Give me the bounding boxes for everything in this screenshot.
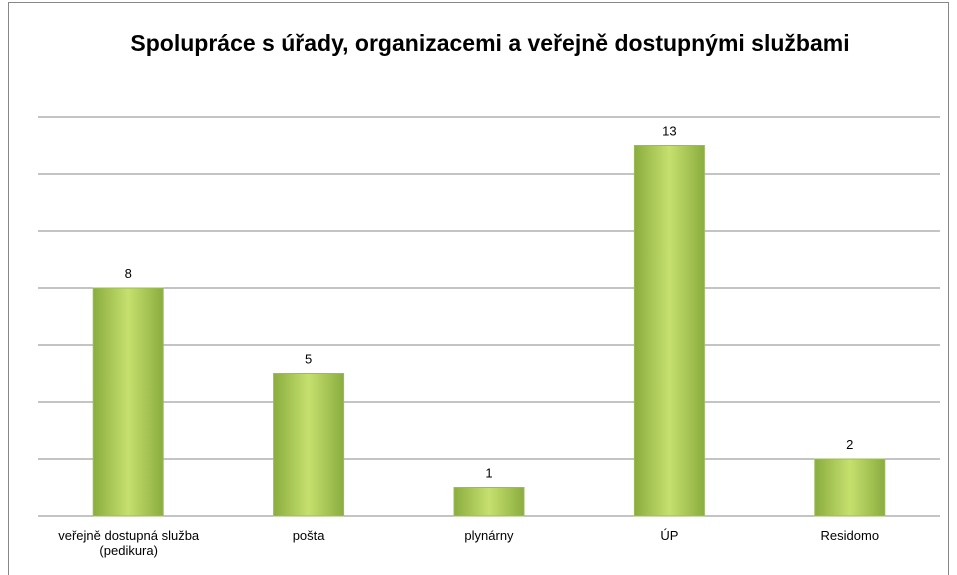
- data-label: 1: [485, 466, 492, 481]
- bar: [633, 145, 705, 517]
- chart-frame: [8, 2, 949, 575]
- x-tick-label: Residomo: [820, 528, 880, 543]
- data-label: 2: [846, 437, 853, 452]
- bar: [92, 287, 164, 517]
- x-tick-label: ÚP: [660, 528, 679, 543]
- bar: [453, 487, 525, 517]
- bar: [273, 373, 345, 517]
- bar: [814, 458, 886, 517]
- data-label: 8: [125, 266, 132, 281]
- data-label: 5: [305, 352, 312, 367]
- x-tick-label: plynárny: [464, 528, 514, 543]
- x-tick-label: pošta: [292, 528, 325, 543]
- data-label: 13: [662, 124, 676, 139]
- chart-title: Spolupráce s úřady, organizacemi a veřej…: [130, 30, 850, 56]
- x-tick-label: veřejně dostupná služba (pedikura): [58, 528, 200, 558]
